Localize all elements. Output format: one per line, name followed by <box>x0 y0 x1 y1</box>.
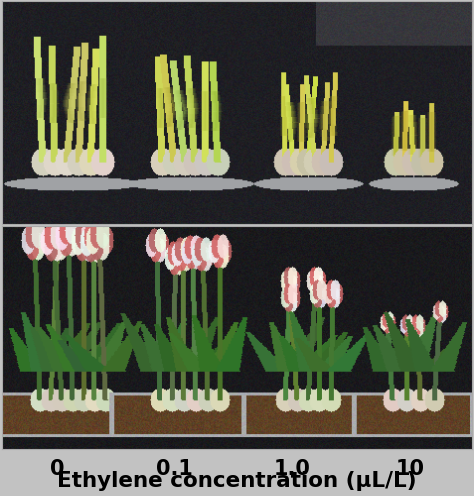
Text: 1.0: 1.0 <box>274 459 311 479</box>
Text: 0.1: 0.1 <box>156 459 193 479</box>
Text: 0: 0 <box>50 459 64 479</box>
Text: Ethylene concentration (μL/L): Ethylene concentration (μL/L) <box>57 471 417 491</box>
Text: 10: 10 <box>395 459 425 479</box>
